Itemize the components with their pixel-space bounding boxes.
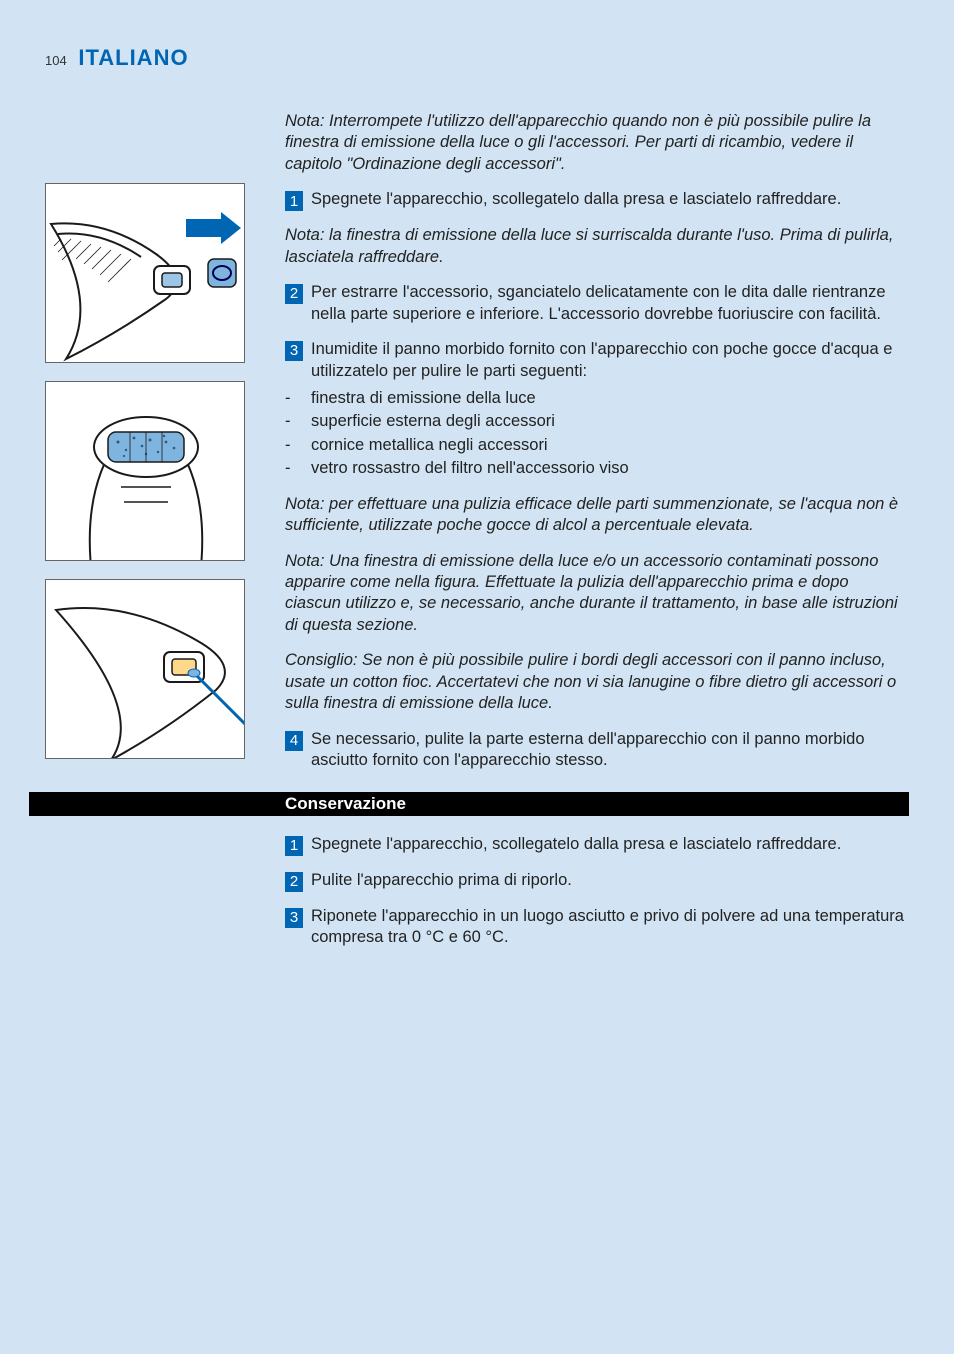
step-text: Per estrarre l'accessorio, sganciatelo d…	[311, 282, 909, 325]
step-item: 1 Spegnete l'apparecchio, scollegatelo d…	[285, 189, 909, 211]
step-item: 4 Se necessario, pulite la parte esterna…	[285, 729, 909, 772]
text-column: Nota: Interrompete l'utilizzo dell'appar…	[285, 111, 909, 962]
step-item: 2 Per estrarre l'accessorio, sganciatelo…	[285, 282, 909, 325]
illustration-column	[45, 111, 255, 962]
bullet-item: vetro rossastro del filtro nell'accessor…	[285, 458, 909, 479]
step-number-badge: 2	[285, 872, 303, 892]
section-heading-bar: Conservazione	[29, 792, 909, 816]
language-label: ITALIANO	[78, 45, 188, 70]
step-number-badge: 2	[285, 284, 303, 304]
page-header: 104 ITALIANO	[45, 45, 909, 71]
step-text: Spegnete l'apparecchio, scollegatelo dal…	[311, 189, 909, 211]
step-number-badge: 4	[285, 731, 303, 751]
tip-text: Consiglio: Se non è più possibile pulire…	[285, 650, 909, 714]
content: Nota: Interrompete l'utilizzo dell'appar…	[45, 111, 909, 962]
note-text: Nota: la finestra di emissione della luc…	[285, 225, 909, 268]
page-number: 104	[45, 53, 67, 68]
bullet-item: superficie esterna degli accessori	[285, 411, 909, 432]
section-heading: Conservazione	[285, 793, 406, 815]
bullet-item: cornice metallica negli accessori	[285, 435, 909, 456]
step-text: Inumidite il panno morbido fornito con l…	[311, 339, 909, 382]
note-text: Nota: Una finestra di emissione della lu…	[285, 551, 909, 637]
bullet-item: finestra di emissione della luce	[285, 388, 909, 409]
detach-attachment-illustration	[45, 183, 245, 363]
step-text: Spegnete l'apparecchio, scollegatelo dal…	[311, 834, 909, 856]
step-number-badge: 1	[285, 836, 303, 856]
cotton-swab-cleaning-illustration	[45, 579, 245, 759]
step-text: Riponete l'apparecchio in un luogo asciu…	[311, 906, 909, 949]
step-number-badge: 3	[285, 341, 303, 361]
step-item: 2 Pulite l'apparecchio prima di riporlo.	[285, 870, 909, 892]
step-text: Se necessario, pulite la parte esterna d…	[311, 729, 909, 772]
step-number-badge: 3	[285, 908, 303, 928]
manual-page: 104 ITALIANO	[0, 0, 954, 1354]
dirty-window-top-illustration	[45, 381, 245, 561]
step-text: Pulite l'apparecchio prima di riporlo.	[311, 870, 909, 892]
step-item: 1 Spegnete l'apparecchio, scollegatelo d…	[285, 834, 909, 856]
note-text: Nota: per effettuare una pulizia efficac…	[285, 494, 909, 537]
note-text: Nota: Interrompete l'utilizzo dell'appar…	[285, 111, 909, 175]
step-item: 3 Riponete l'apparecchio in un luogo asc…	[285, 906, 909, 949]
step-item: 3 Inumidite il panno morbido fornito con…	[285, 339, 909, 382]
step-number-badge: 1	[285, 191, 303, 211]
